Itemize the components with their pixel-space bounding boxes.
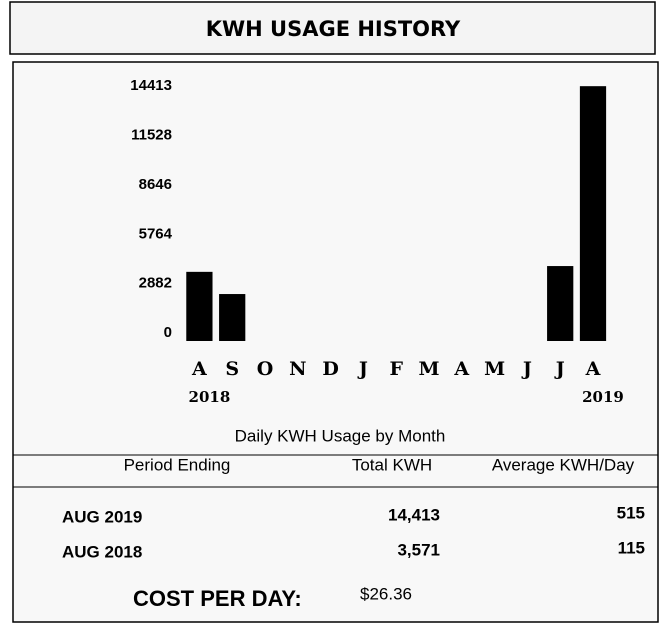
x-tick-label: N: [289, 358, 306, 380]
y-tick-label: 5764: [139, 225, 173, 242]
bar: [579, 86, 607, 342]
y-tick-label: 8646: [139, 176, 172, 193]
x-tick-label: F: [389, 358, 403, 380]
table-cell: 515: [617, 503, 645, 522]
x-tick-label: A: [453, 358, 469, 380]
x-tick-label: M: [484, 358, 505, 380]
table-cell: 115: [618, 538, 645, 557]
bar: [186, 271, 213, 341]
x-tick-label: O: [257, 358, 274, 380]
y-tick-label: 14413: [130, 77, 172, 94]
table-header: Total KWH: [352, 455, 432, 474]
cost-label: COST PER DAY:: [133, 586, 302, 611]
x-tick-label: J: [554, 358, 565, 380]
x-tick-label: M: [418, 358, 439, 380]
table-header: Average KWH/Day: [492, 455, 635, 474]
table-cell: AUG 2019: [62, 507, 142, 526]
table-cell: 3,571: [397, 540, 440, 559]
x-tick-label: J: [357, 358, 368, 380]
bar: [219, 294, 246, 341]
bar: [547, 266, 574, 341]
year-label: 2019: [582, 388, 624, 406]
table-header: Period Ending: [124, 455, 231, 474]
x-tick-label: D: [322, 358, 338, 380]
x-tick-label: S: [225, 358, 239, 380]
y-tick-label: 2882: [139, 275, 172, 292]
year-label: 2018: [189, 388, 231, 406]
table-cell: 14,413: [388, 505, 440, 524]
x-tick-label: A: [585, 358, 601, 380]
y-tick-label: 11528: [131, 127, 172, 144]
x-tick-label: A: [191, 358, 207, 380]
title-box: [9, 1, 656, 55]
table-cell: AUG 2018: [62, 542, 142, 561]
y-tick-label: 0: [164, 324, 172, 341]
x-axis-label: Daily KWH Usage by Month: [235, 426, 446, 445]
x-tick-label: J: [521, 358, 532, 380]
cost-value: $26.36: [360, 584, 412, 603]
chart-title: KWH USAGE HISTORY: [206, 17, 461, 41]
chart-box: [12, 61, 659, 623]
